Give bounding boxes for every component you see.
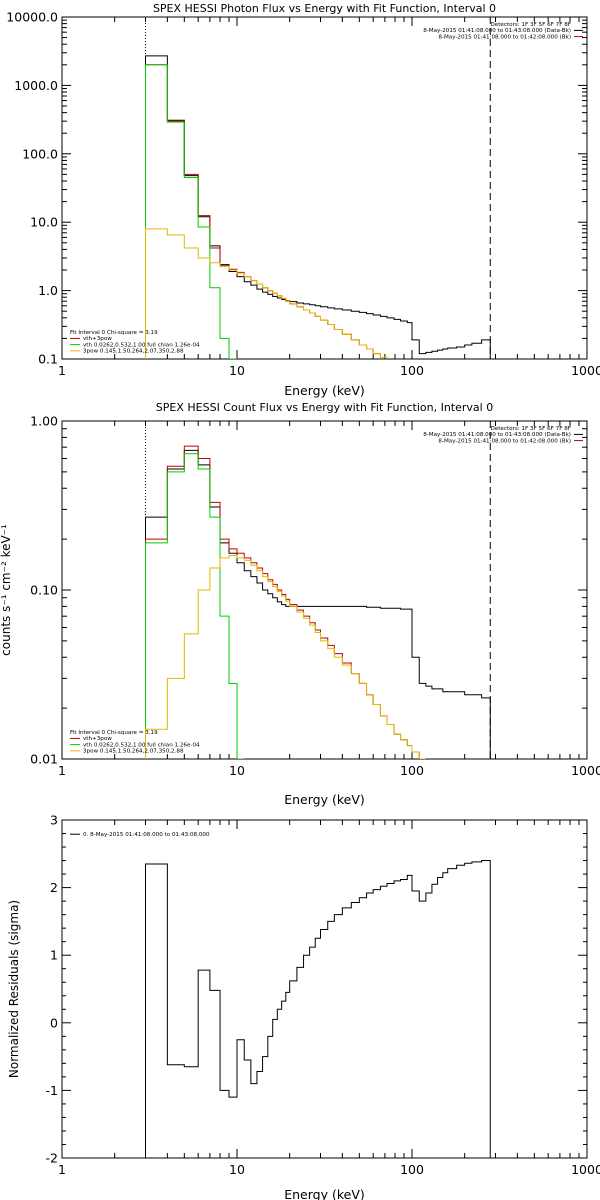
y-axis-label: counts s⁻¹ cm⁻² keV⁻¹: [0, 524, 13, 656]
series-vth-3pow: [145, 64, 388, 359]
y-tick-label: 0.10: [30, 583, 58, 598]
series-3pow: [145, 228, 388, 359]
x-tick-label: 100: [400, 363, 424, 378]
x-tick-label: 1: [58, 363, 66, 378]
legend-top-left: 0. 8-May-2015 01:41:08.000 to 01:43:08.0…: [70, 832, 210, 838]
y-tick-label: 1.0: [38, 283, 58, 298]
x-tick-label: 1000: [571, 363, 600, 378]
x-tick-label: 1000: [571, 1162, 600, 1177]
y-tick-label: 10.0: [30, 215, 58, 230]
chart-title: SPEX HESSI Count Flux vs Energy with Fit…: [156, 401, 493, 414]
legend-bottom-left: Fit Interval 0 Chi-square = 3.19vth+3pow…: [70, 330, 200, 355]
y-tick-label: 1000.0: [14, 78, 58, 93]
y-axis-label: Normalized Residuals (sigma): [7, 900, 21, 1078]
y-tick-label: -1: [46, 1083, 58, 1098]
legend-text: 3pow 0.145,1.50,264,2.07,350,2.88: [83, 349, 184, 355]
legend-top-right: Detectors: 1F 3F 5F 6F 7F 8F8-May-2015 0…: [423, 426, 583, 444]
x-tick-label: 1: [58, 763, 66, 778]
x-axis-label: Energy (keV): [284, 1187, 365, 1200]
legend-text: 8-May-2015 01:41:08.000 to 01:43:08.000 …: [423, 432, 571, 438]
y-tick-label: 1.00: [30, 414, 58, 429]
data-series-group: [145, 55, 491, 359]
series-vth: [145, 453, 245, 759]
series-vth: [145, 64, 237, 359]
photon-flux-panel: 1 10 100 1000 0.1 1.0 10.0 100.0 1000.0 10000.0 SP…: [6, 2, 600, 398]
series-residuals: [145, 860, 491, 1158]
series-3pow: [145, 555, 426, 759]
legend-text: 8-May-2015 01:41:08.000 to 01:42:08.000 …: [438, 438, 571, 444]
legend-top-right: Detectors: 1F 3F 5F 6F 7F 8F8-May-2015 0…: [423, 22, 583, 40]
legend-text: 3pow 0.145,1.50,264,2.07,350,2.88: [83, 749, 184, 755]
y-tick-label: 0.1: [38, 352, 58, 367]
legend-text: 8-May-2015 01:41:08.000 to 01:42:08.000 …: [438, 34, 571, 40]
y-tick-label: 0: [50, 1015, 58, 1030]
legend-text: vth+3pow: [83, 336, 112, 342]
y-tick-label: 3: [50, 813, 58, 828]
y-tick-label: 1: [50, 948, 58, 963]
legend-text: vth+3pow: [83, 736, 112, 742]
count-flux-panel: 1 10 100 1000 0.01 0.10 1.00 SPEX HESSI Count F…: [0, 401, 600, 807]
series-data-bk: [145, 449, 491, 759]
y-tick-label: 100.0: [22, 146, 58, 161]
residuals-panel: 1 10 100 1000 -2 -1 0 1 2 3 Energy (keV) Normalized…: [7, 813, 600, 1200]
legend-text: Fit Interval 0 Chi-square = 3.19: [70, 730, 158, 736]
chart-title: SPEX HESSI Photon Flux vs Energy with Fi…: [153, 2, 496, 15]
y-tick-label: 10000.0: [6, 10, 58, 25]
x-axis-label: Energy (keV): [284, 792, 365, 807]
series-data-bk: [145, 55, 491, 359]
x-tick-label: 1: [58, 1162, 66, 1177]
x-tick-label: 10: [229, 363, 245, 378]
data-series-group: [145, 445, 491, 759]
y-tick-label: 2: [50, 880, 58, 895]
legend-text: 0. 8-May-2015 01:41:08.000 to 01:43:08.0…: [83, 832, 210, 838]
legend-text: Detectors: 1F 3F 5F 6F 7F 8F: [490, 426, 571, 432]
legend-text: 8-May-2015 01:41:08.000 to 01:43:08.000 …: [423, 28, 571, 34]
y-tick-label: 0.01: [30, 752, 58, 767]
legend-text: vth 0.0262,0.532,1.00 full chian 1.26e-0…: [83, 342, 200, 348]
x-tick-label: 100: [400, 1162, 424, 1177]
x-tick-label: 10: [229, 763, 245, 778]
data-series-group: [145, 860, 491, 1158]
series-vth-3pow: [145, 445, 426, 759]
x-tick-label: 100: [400, 763, 424, 778]
plot-frame: [61, 819, 588, 1159]
legend-bottom-left: Fit Interval 0 Chi-square = 3.19vth+3pow…: [70, 730, 200, 755]
legend-text: Detectors: 1F 3F 5F 6F 7F 8F: [490, 22, 571, 28]
x-tick-label: 10: [229, 1162, 245, 1177]
legend-text: vth 0.0262,0.532,1.00 full chian 1.26e-0…: [83, 742, 200, 748]
plot-frame: [61, 16, 588, 360]
legend-text: Fit Interval 0 Chi-square = 3.19: [70, 330, 158, 336]
x-tick-label: 1000: [571, 763, 600, 778]
x-axis-label: Energy (keV): [284, 383, 365, 398]
y-tick-label: -2: [46, 1151, 58, 1166]
plot-frame: [61, 420, 588, 760]
